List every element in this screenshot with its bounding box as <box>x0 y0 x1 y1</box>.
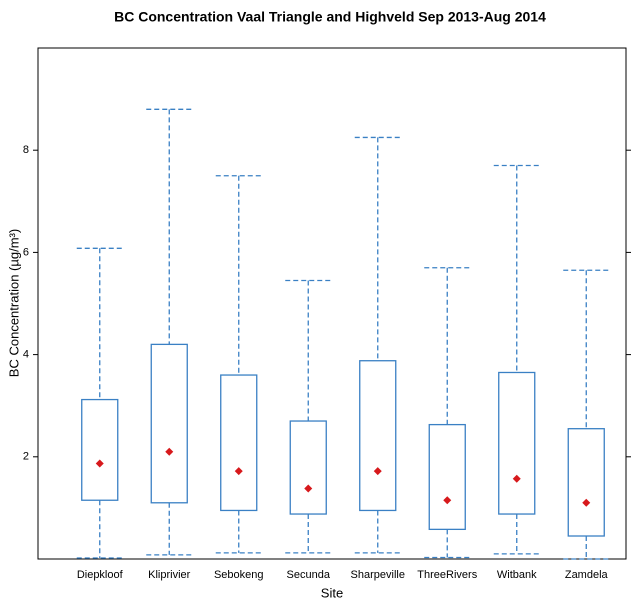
mean-marker <box>512 474 521 483</box>
y-tick-label: 2 <box>23 451 29 463</box>
x-tick-label: Diepkloof <box>77 569 124 581</box>
box <box>220 374 258 512</box>
mean-marker <box>95 459 104 468</box>
mean-marker <box>582 498 591 507</box>
x-tick-label: ThreeRivers <box>417 569 477 581</box>
y-tick-label: 4 <box>23 349 29 361</box>
x-tick-label: Sebokeng <box>214 569 264 581</box>
chart-title: BC Concentration Vaal Triangle and Highv… <box>114 9 546 25</box>
x-tick-label: Witbank <box>497 569 537 581</box>
x-tick-label: Sharpeville <box>351 569 405 581</box>
mean-marker <box>373 467 382 476</box>
y-axis-label: BC Concentration (µg/m³) <box>6 229 21 377</box>
plot-frame <box>37 47 627 560</box>
y-tick-label: 6 <box>23 246 29 258</box>
x-tick-label: Secunda <box>287 569 331 581</box>
box <box>150 343 188 504</box>
mean-marker <box>443 496 452 505</box>
box <box>81 398 119 501</box>
box <box>567 428 605 537</box>
x-axis-label: Site <box>321 585 343 600</box>
box <box>498 371 536 515</box>
box <box>428 423 466 531</box>
mean-marker <box>304 484 313 493</box>
mean-marker <box>165 447 174 456</box>
mean-marker <box>234 467 243 476</box>
x-tick-label: Kliprivier <box>148 569 191 581</box>
y-tick-label: 8 <box>23 144 29 156</box>
box <box>359 360 397 512</box>
x-tick-label: Zamdela <box>565 569 609 581</box>
box <box>289 420 327 515</box>
